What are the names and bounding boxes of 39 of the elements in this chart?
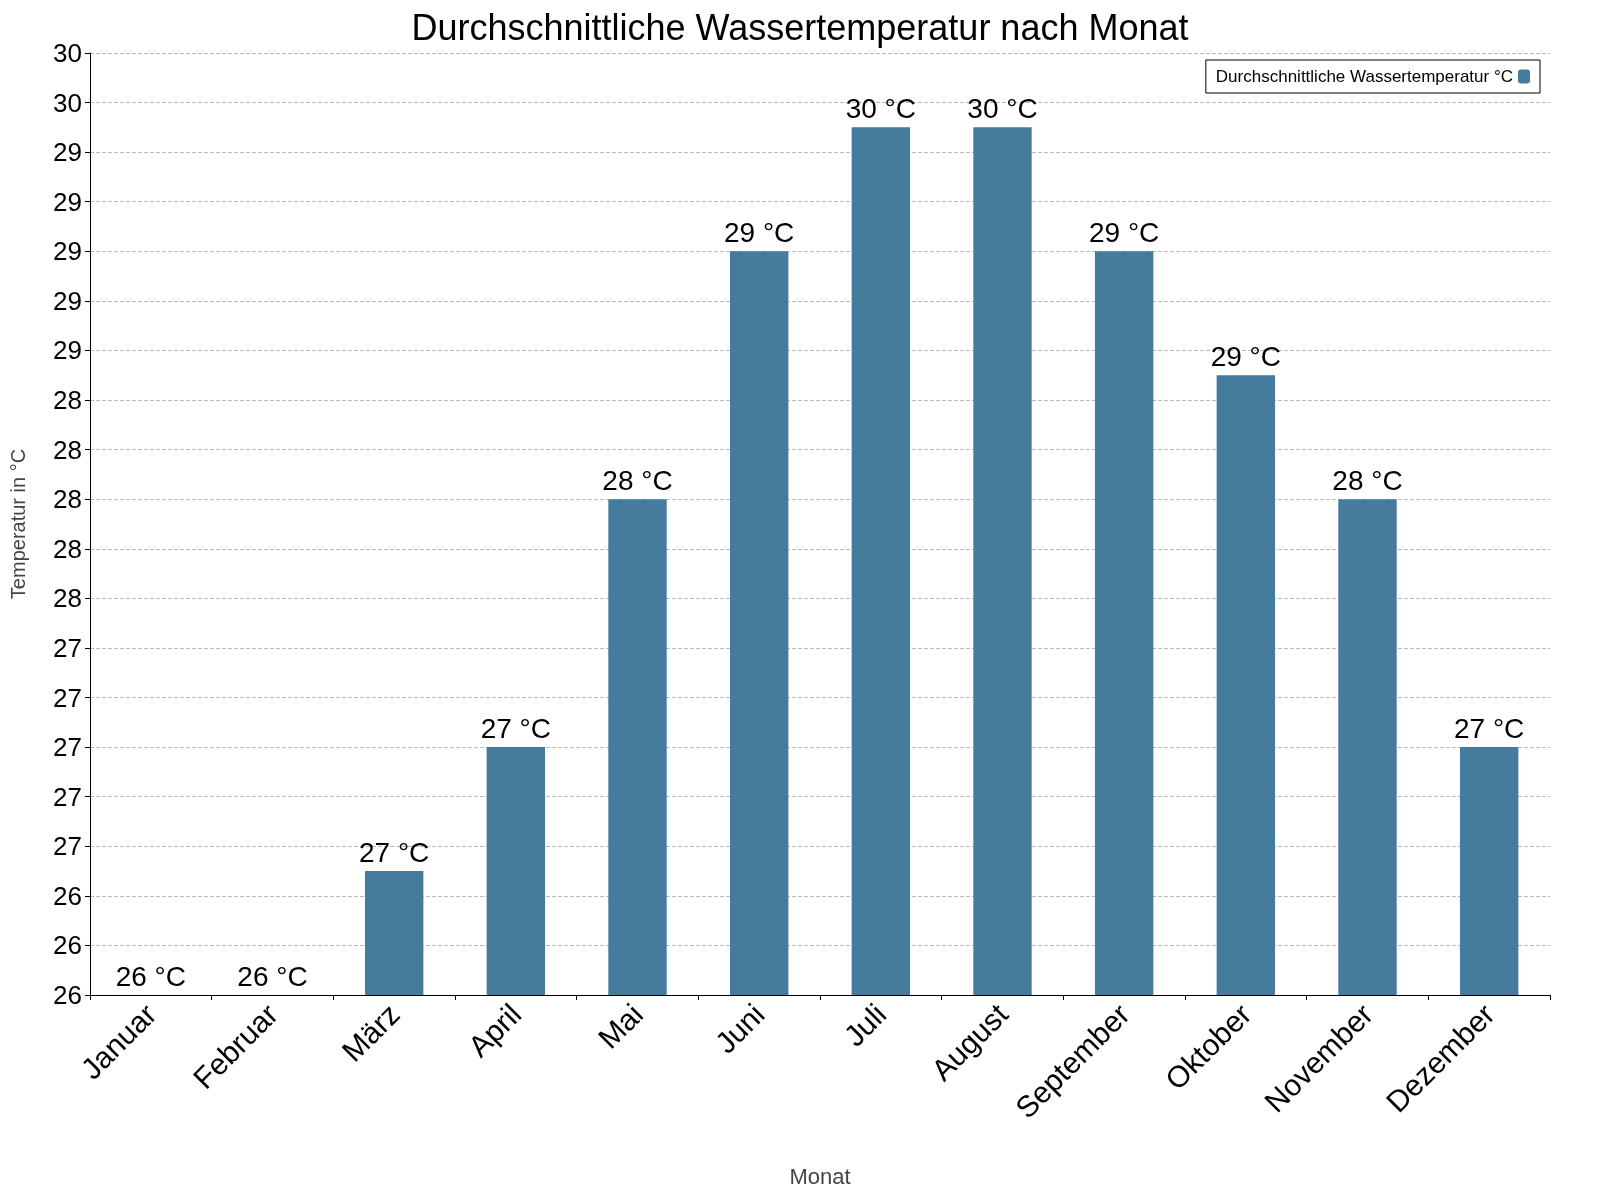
y-tick-label: 26 [53, 980, 82, 1010]
data-label: 29 °C [1210, 340, 1282, 372]
y-tick-label: 27 [53, 781, 82, 812]
data-label: 30 °C [845, 92, 917, 124]
y-tick-label: 26 [53, 930, 82, 961]
y-tick-label: 26 [53, 880, 82, 911]
data-label: 27 °C [1453, 712, 1525, 744]
y-tick-label: 28 [53, 434, 82, 465]
y-tick-label: 28 [53, 533, 82, 564]
y-tick-label: 29 [53, 285, 82, 316]
y-tick-label: 29 [53, 186, 82, 217]
data-label: 26 °C [115, 960, 187, 992]
data-label: 27 °C [358, 836, 430, 868]
data-label: 26 °C [237, 960, 308, 992]
y-axis-title: Temperatur in °C [7, 448, 29, 600]
y-tick-label: 28 [53, 583, 82, 614]
y-tick-label: 27 [53, 732, 82, 763]
data-label: 29 °C [723, 216, 795, 248]
chart-title: Durchschnittliche Wassertemperatur nach Monat [411, 6, 1189, 48]
y-tick-label: 29 [53, 335, 82, 366]
y-tick-label: 28 [53, 484, 82, 515]
y-tick-label: 30 [53, 87, 82, 118]
x-axis-title: Monat [789, 1163, 851, 1189]
y-tick-label: 30 [53, 38, 82, 68]
data-label: 29 °C [1088, 216, 1160, 248]
y-tick-label: 29 [53, 137, 82, 168]
x-tick-label: Juli [837, 997, 893, 1053]
x-tick-label: Mai [591, 997, 650, 1055]
data-label: 28 °C [1332, 464, 1403, 496]
data-label: 28 °C [602, 464, 673, 496]
y-tick-label: 29 [53, 236, 82, 267]
y-tick-label: 27 [53, 831, 82, 862]
data-label: 27 °C [480, 712, 552, 744]
y-tick-label: 28 [53, 385, 82, 416]
y-tick-label: 27 [53, 632, 82, 663]
legend-label: Durchschnittliche Wassertemperatur °C [1215, 67, 1513, 86]
y-tick-label: 27 [53, 682, 82, 713]
data-label: 30 °C [967, 92, 1038, 124]
x-tick-label: Juni [708, 997, 771, 1060]
